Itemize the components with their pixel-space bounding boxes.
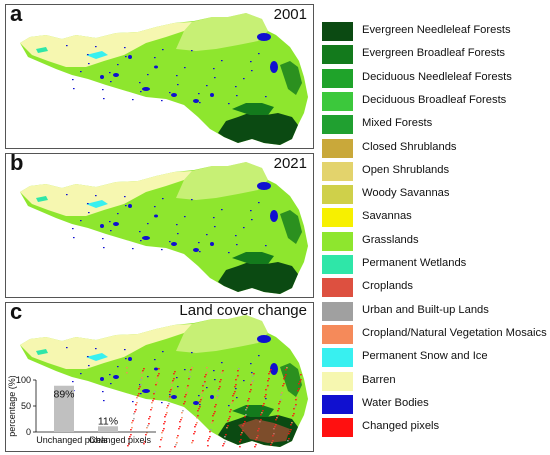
legend-label: Cropland/Natural Vegetation Mosaics — [362, 326, 547, 339]
land-cover-map-2001 — [20, 13, 308, 145]
legend-label: Water Bodies — [362, 396, 429, 409]
legend-label: Permanent Snow and Ice — [362, 350, 488, 363]
legend-label: Changed pixels — [362, 420, 440, 433]
legend-item: Deciduous Broadleaf Forests — [322, 91, 550, 111]
legend-swatch — [322, 231, 353, 251]
legend-item: Woody Savannas — [322, 185, 550, 205]
land-cover-change-map — [20, 315, 308, 448]
legend-swatch — [322, 22, 353, 41]
legend-label: Closed Shrublands — [362, 140, 457, 153]
bar-data-label: 89% — [53, 389, 74, 401]
legend-swatch — [322, 348, 353, 368]
panel-title: Land cover change — [179, 302, 307, 319]
legend-label: Mixed Forests — [362, 117, 433, 130]
legend-item: Evergreen Broadleaf Forests — [322, 45, 550, 65]
change-bar-chart: 0 50 100 percentage (%) 89% Unchanged pixels 1… — [6, 376, 166, 452]
legend-label: Permanent Wetlands — [362, 257, 467, 269]
legend-swatch — [322, 371, 353, 391]
legend-swatch — [322, 278, 353, 298]
legend-item: Closed Shrublands — [322, 138, 550, 158]
legend-swatch — [322, 208, 353, 228]
legend-swatch — [322, 68, 353, 88]
map-panel-2001: a 2001 — [5, 4, 314, 149]
legend-swatch — [322, 115, 353, 135]
legend-item: Savannas — [322, 208, 550, 228]
legend-swatch — [322, 394, 353, 414]
legend-swatch — [322, 418, 353, 438]
legend-label: Savannas — [362, 210, 412, 223]
legend-swatch — [322, 161, 353, 181]
bar-data-label: 11% — [98, 415, 118, 427]
legend-swatch — [322, 45, 353, 65]
y-tick-label: 50 — [21, 401, 31, 411]
panel-title: 2001 — [273, 6, 307, 23]
legend-item: Open Shrublands — [322, 161, 550, 181]
legend-label: Urban and Built-up Lands — [362, 303, 489, 316]
panel-letter: a — [10, 4, 23, 26]
legend-swatch — [322, 91, 353, 111]
legend-swatch — [322, 138, 353, 158]
legend-item: Permanent Wetlands — [322, 255, 550, 274]
legend-item: Barren — [322, 371, 550, 391]
legend-swatch — [322, 301, 353, 321]
legend-item: Urban and Built-up Lands — [322, 301, 550, 321]
legend-item: Deciduous Needleleaf Forests — [322, 68, 550, 88]
legend-item: Cropland/Natural Vegetation Mosaics — [322, 324, 550, 344]
legend-swatch — [322, 324, 353, 344]
legend-label: Evergreen Needleleaf Forests — [362, 24, 511, 36]
land-cover-map-2021 — [20, 162, 308, 294]
map-panel-change: c Land cover change — [5, 302, 314, 452]
legend-label: Open Shrublands — [362, 163, 450, 176]
legend-item: Evergreen Needleleaf Forests — [322, 22, 550, 41]
legend-label: Croplands — [362, 280, 413, 293]
legend-swatch — [322, 185, 353, 205]
legend-item: Water Bodies — [322, 394, 550, 414]
legend-label: Barren — [362, 373, 396, 386]
x-tick-label: Unchanged pixels — [36, 435, 108, 445]
x-tick-label: Changed pixels — [89, 435, 152, 445]
legend-label: Deciduous Needleleaf Forests — [362, 70, 512, 83]
legend-label: Grasslands — [362, 233, 419, 246]
legend-item: Changed pixels — [322, 418, 550, 438]
panel-letter: c — [10, 302, 23, 324]
legend-item: Grasslands — [322, 231, 550, 251]
bar — [54, 385, 74, 432]
legend-item: Permanent Snow and Ice — [322, 348, 550, 368]
map-panel-2021: b 2021 — [5, 153, 314, 298]
y-axis-label: percentage (%) — [7, 376, 17, 437]
panel-title: 2021 — [273, 155, 307, 172]
legend-label: Woody Savannas — [362, 187, 450, 200]
y-tick-label: 0 — [26, 427, 31, 437]
panel-letter: b — [10, 153, 24, 175]
legend-label: Evergreen Broadleaf Forests — [362, 47, 506, 60]
bar — [98, 426, 118, 432]
y-tick-label: 100 — [16, 376, 31, 385]
legend-item: Mixed Forests — [322, 115, 550, 135]
legend-item: Croplands — [322, 278, 550, 298]
legend-label: Deciduous Broadleaf Forests — [362, 93, 507, 106]
legend-swatch — [322, 255, 353, 274]
